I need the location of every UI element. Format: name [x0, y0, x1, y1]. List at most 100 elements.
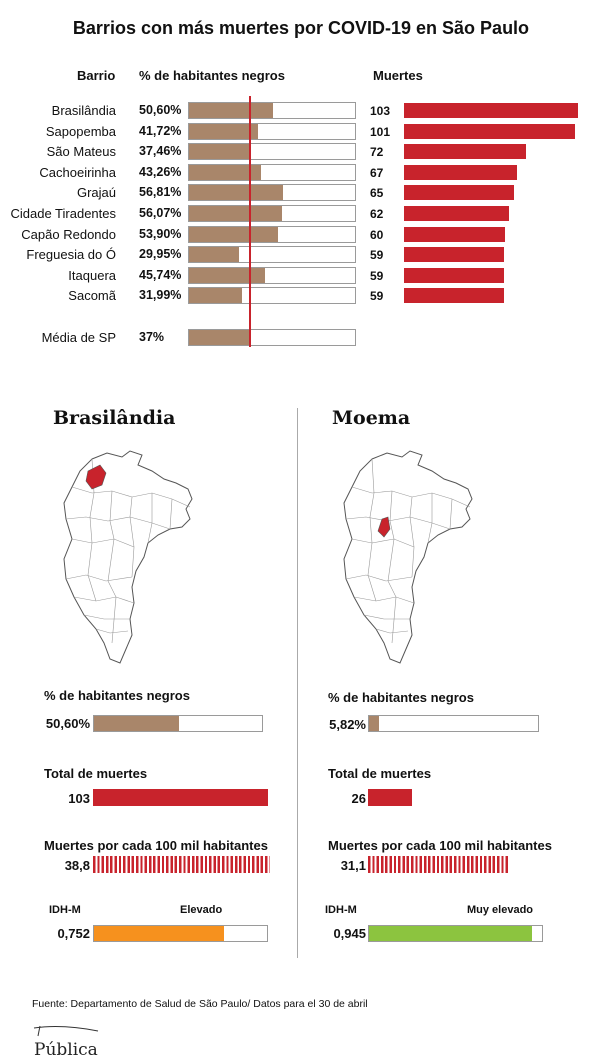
pct-bar-frame [188, 246, 356, 264]
pct-bar-frame [188, 184, 356, 202]
right-pct-header: % de habitantes negros [328, 690, 474, 705]
neighborhood-label: Cachoeirinha [39, 164, 116, 180]
left-pct-fill [94, 716, 179, 731]
left-pct-header: % de habitantes negros [44, 688, 190, 703]
moema-highlight [377, 516, 391, 538]
deaths-bar [404, 164, 518, 180]
reference-label: Média de SP [41, 330, 116, 345]
header-deaths: Muertes [373, 68, 423, 83]
neighborhood-label: Freguesia do Ó [26, 247, 116, 263]
right-idh-header: IDH-M [325, 904, 357, 916]
brasilandia-highlight [85, 464, 107, 490]
neighborhood-label: Itaquera [68, 267, 116, 283]
neighborhood-label: Sacomã [68, 288, 116, 304]
deaths-data-label: 67 [370, 165, 384, 180]
pct-bar [189, 247, 239, 263]
deaths-bar [404, 288, 504, 304]
right-pct-bar [368, 715, 539, 732]
average-reference-line [249, 96, 252, 347]
right-idh-fill [369, 926, 533, 941]
source-note: Fuente: Departamento de Salud de São Pau… [32, 998, 368, 1010]
pct-bar [189, 288, 243, 304]
deaths-data-label: 72 [370, 145, 384, 160]
panel-title-moema: Moema [332, 407, 411, 429]
pct-data-label: 29,95% [139, 247, 182, 262]
pct-data-label: 31,99% [139, 288, 182, 303]
deaths-bar [404, 185, 514, 201]
pct-data-label: 43,26% [139, 164, 182, 179]
right-idh-bar [368, 925, 543, 942]
right-rate-bar [368, 856, 510, 873]
right-deaths-bar [368, 789, 413, 806]
right-pct-value: 5,82% [329, 717, 366, 732]
neighborhood-label: São Mateus [46, 144, 116, 160]
right-rate-value: 31,1 [340, 858, 366, 873]
pct-bar-frame [188, 205, 356, 222]
deaths-data-label: 59 [370, 268, 384, 283]
deaths-data-label: 60 [370, 227, 384, 242]
moema-map [343, 450, 473, 664]
chart-title: Barrios con más muertes por COVID-19 en … [72, 18, 530, 38]
panel-divider [297, 408, 298, 958]
left-pct-value: 50,60% [45, 716, 90, 731]
pct-data-label: 45,74% [139, 267, 182, 282]
pct-data-label: 37,46% [139, 144, 182, 159]
right-deaths-value: 26 [351, 791, 366, 806]
right-deaths-header: Total de muertes [328, 766, 432, 781]
deaths-data-label: 103 [370, 104, 391, 118]
header-barrio: Barrio [77, 68, 116, 83]
pct-bar [189, 226, 279, 242]
deaths-bar [404, 103, 578, 118]
reference-value-label: 37% [139, 330, 165, 344]
deaths-data-label: 101 [370, 124, 391, 139]
pct-data-label: 56,07% [139, 206, 182, 220]
pct-data-label: 41,72% [139, 123, 182, 138]
header-pct: % de habitantes negros [139, 68, 285, 83]
pct-data-label: 56,81% [139, 185, 182, 200]
neighborhood-label: Cidade Tiradentes [10, 206, 116, 221]
right-pct-fill [369, 716, 379, 731]
reference-bar-frame [188, 329, 356, 346]
pct-bar [189, 123, 259, 139]
pct-data-label: 50,60% [139, 103, 182, 117]
pct-data-label: 53,90% [139, 226, 182, 241]
left-rate-header: Muertes por cada 100 mil habitantes [44, 838, 268, 853]
pct-bar-frame [188, 122, 356, 140]
deaths-bar [404, 123, 575, 139]
top-bar-chart: Brasilândia 50,60% 103 Sapopemba 41,72% 101 Sã… [0, 0, 602, 360]
neighborhood-label: Sapopemba [45, 123, 116, 139]
left-idh-fill [94, 926, 225, 941]
left-idh-level: Elevado [180, 904, 223, 916]
pct-bar-frame [188, 102, 356, 119]
pct-bar-frame [188, 225, 356, 243]
panel-title-brasilandia: Brasilândia [53, 407, 176, 429]
pct-bar-frame [188, 143, 356, 161]
pct-bar-frame [188, 266, 356, 284]
logo-accent-icon [33, 1025, 99, 1037]
pct-bar [189, 164, 261, 180]
left-pct-bar [93, 715, 263, 732]
deaths-bar [404, 144, 526, 160]
left-idh-bar [93, 925, 268, 942]
deaths-bar [404, 267, 504, 283]
pct-bar [189, 144, 252, 160]
brasilandia-map [63, 450, 193, 664]
left-deaths-header: Total de muertes [44, 766, 148, 781]
left-rate-value: 38,8 [64, 858, 90, 873]
left-deaths-value: 103 [68, 791, 90, 806]
pct-bar [189, 206, 283, 221]
deaths-data-label: 59 [370, 248, 384, 263]
deaths-bar [404, 226, 506, 242]
pct-bar-frame [188, 287, 356, 305]
deaths-data-label: 62 [370, 207, 384, 221]
deaths-bar [404, 206, 509, 221]
right-rate-header: Muertes por cada 100 mil habitantes [328, 838, 552, 853]
deaths-bar [404, 247, 504, 263]
publica-logo: Pública [34, 1040, 98, 1060]
deaths-data-label: 65 [370, 186, 384, 201]
pct-bar [189, 185, 284, 201]
neighborhood-label: Capão Redondo [21, 226, 116, 242]
reference-bar [189, 330, 251, 345]
neighborhood-label: Grajaú [76, 185, 116, 201]
left-idh-value: 0,752 [57, 926, 90, 941]
